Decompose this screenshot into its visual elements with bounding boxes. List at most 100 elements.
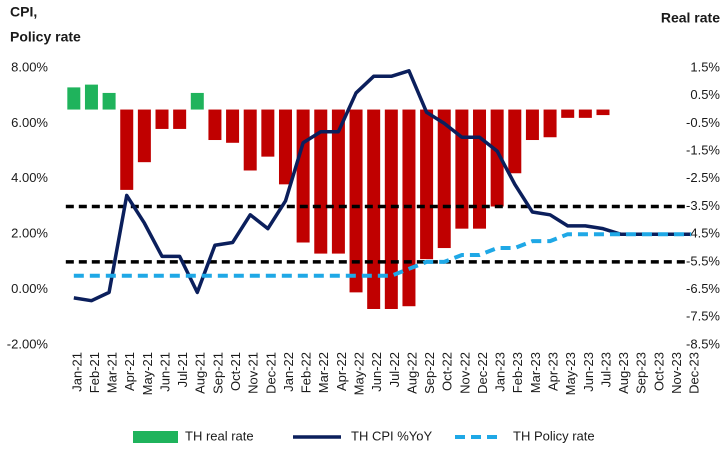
bar <box>226 109 240 143</box>
y2-tick-label: -2.5% <box>686 170 720 185</box>
x-tick-label: Dec-21 <box>263 352 278 394</box>
y2-tick-label: 1.5% <box>690 59 720 74</box>
x-tick-label: Jul-22 <box>387 352 402 387</box>
y-tick-label: -2.00% <box>7 336 49 351</box>
bar <box>508 109 522 174</box>
bar <box>473 109 487 229</box>
line <box>73 232 692 278</box>
x-tick-label: May-23 <box>563 352 578 395</box>
bar <box>120 109 134 190</box>
bar <box>155 109 169 129</box>
x-tick-label: Jun-21 <box>157 352 172 392</box>
x-tick: May-22 <box>351 352 366 395</box>
legend-swatch <box>133 431 178 443</box>
legend-label: TH real rate <box>185 428 254 443</box>
x-tick-label: Jan-22 <box>281 352 296 392</box>
x-tick: Dec-22 <box>475 352 490 394</box>
bar <box>261 109 275 157</box>
x-tick: Jan-21 <box>69 352 84 392</box>
y-axis-label: CPI, <box>10 4 37 20</box>
bar <box>437 109 451 249</box>
x-tick: Jul-21 <box>175 352 190 387</box>
x-tick: Jan-23 <box>493 352 508 392</box>
x-tick-label: Dec-23 <box>687 352 702 394</box>
bar <box>208 109 222 141</box>
x-tick: Oct-23 <box>651 352 666 391</box>
x-tick: Mar-22 <box>316 352 331 393</box>
x-tick-label: Jul-21 <box>175 352 190 387</box>
x-tick: Apr-21 <box>122 352 137 391</box>
bar <box>455 109 469 229</box>
bar <box>367 109 381 309</box>
x-tick: Oct-22 <box>440 352 455 391</box>
y2-axis-label: Real rate <box>661 10 720 26</box>
bar <box>420 109 434 260</box>
x-tick: Mar-21 <box>105 352 120 393</box>
x-tick: Nov-23 <box>669 352 684 394</box>
bar <box>173 109 187 129</box>
bar <box>490 109 504 207</box>
x-tick: Feb-23 <box>510 352 525 393</box>
y2-tick-label: -6.5% <box>686 281 720 296</box>
x-tick: Apr-22 <box>334 352 349 391</box>
x-tick-label: Jun-22 <box>369 352 384 392</box>
y2-tick-label: 0.5% <box>690 87 720 102</box>
x-tick: Jun-22 <box>369 352 384 392</box>
x-tick-label: Apr-21 <box>122 352 137 391</box>
x-tick-label: Mar-21 <box>105 352 120 393</box>
bar <box>102 92 116 110</box>
line <box>73 69 692 303</box>
y2-tick-label: -0.5% <box>686 115 720 130</box>
x-tick: May-23 <box>563 352 578 395</box>
x-tick: Feb-21 <box>87 352 102 393</box>
bar <box>596 109 610 116</box>
y2-tick-label: -1.5% <box>686 143 720 158</box>
y2-tick-label: -8.5% <box>686 336 720 351</box>
x-tick: Dec-23 <box>687 352 702 394</box>
x-tick: Sep-22 <box>422 352 437 394</box>
x-tick-label: Dec-22 <box>475 352 490 394</box>
bar <box>331 109 345 254</box>
x-tick-label: Aug-22 <box>404 352 419 394</box>
x-tick-label: Mar-23 <box>528 352 543 393</box>
y2-tick-label: -7.5% <box>686 309 720 324</box>
bar <box>84 84 98 110</box>
x-tick-label: Jul-23 <box>598 352 613 387</box>
x-tick: Mar-23 <box>528 352 543 393</box>
bar <box>137 109 151 163</box>
x-tick-label: Aug-23 <box>616 352 631 394</box>
y-tick-label: 2.00% <box>11 226 48 241</box>
x-tick-label: Jan-23 <box>493 352 508 392</box>
x-tick-label: Feb-22 <box>299 352 314 393</box>
x-tick-label: Aug-21 <box>193 352 208 394</box>
x-tick-label: Feb-21 <box>87 352 102 393</box>
x-tick: Sep-23 <box>634 352 649 394</box>
x-tick-label: Oct-23 <box>651 352 666 391</box>
legend-label: TH CPI %YoY <box>351 428 432 443</box>
y2-tick-label: -3.5% <box>686 198 720 213</box>
x-tick: May-21 <box>140 352 155 395</box>
x-tick: Jun-23 <box>581 352 596 392</box>
y-tick-label: 8.00% <box>11 59 48 74</box>
x-tick: Aug-22 <box>404 352 419 394</box>
bar <box>243 109 257 171</box>
y-axis-label: Policy rate <box>10 29 81 45</box>
x-tick: Aug-21 <box>193 352 208 394</box>
x-tick-label: Nov-22 <box>457 352 472 394</box>
x-tick-label: Jun-23 <box>581 352 596 392</box>
bar <box>525 109 539 141</box>
bar <box>67 87 81 110</box>
x-tick-label: Feb-23 <box>510 352 525 393</box>
bar <box>190 92 204 110</box>
x-tick: Nov-22 <box>457 352 472 394</box>
x-tick-label: Oct-21 <box>228 352 243 391</box>
x-tick: Jul-23 <box>598 352 613 387</box>
y-tick-label: 6.00% <box>11 115 48 130</box>
bar <box>278 109 292 185</box>
bar <box>543 109 557 138</box>
x-tick: Nov-21 <box>246 352 261 394</box>
x-tick-label: Sep-23 <box>634 352 649 394</box>
x-tick: Jul-22 <box>387 352 402 387</box>
bar <box>561 109 575 118</box>
